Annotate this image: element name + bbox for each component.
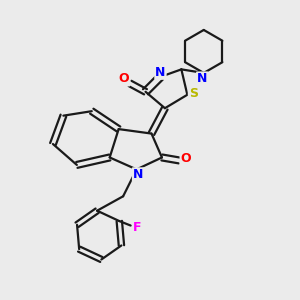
Text: N: N	[197, 72, 207, 86]
Text: O: O	[181, 152, 191, 166]
Text: N: N	[155, 66, 166, 79]
Text: N: N	[133, 168, 143, 181]
Text: O: O	[119, 72, 129, 86]
Text: S: S	[189, 87, 198, 100]
Text: F: F	[133, 221, 142, 234]
